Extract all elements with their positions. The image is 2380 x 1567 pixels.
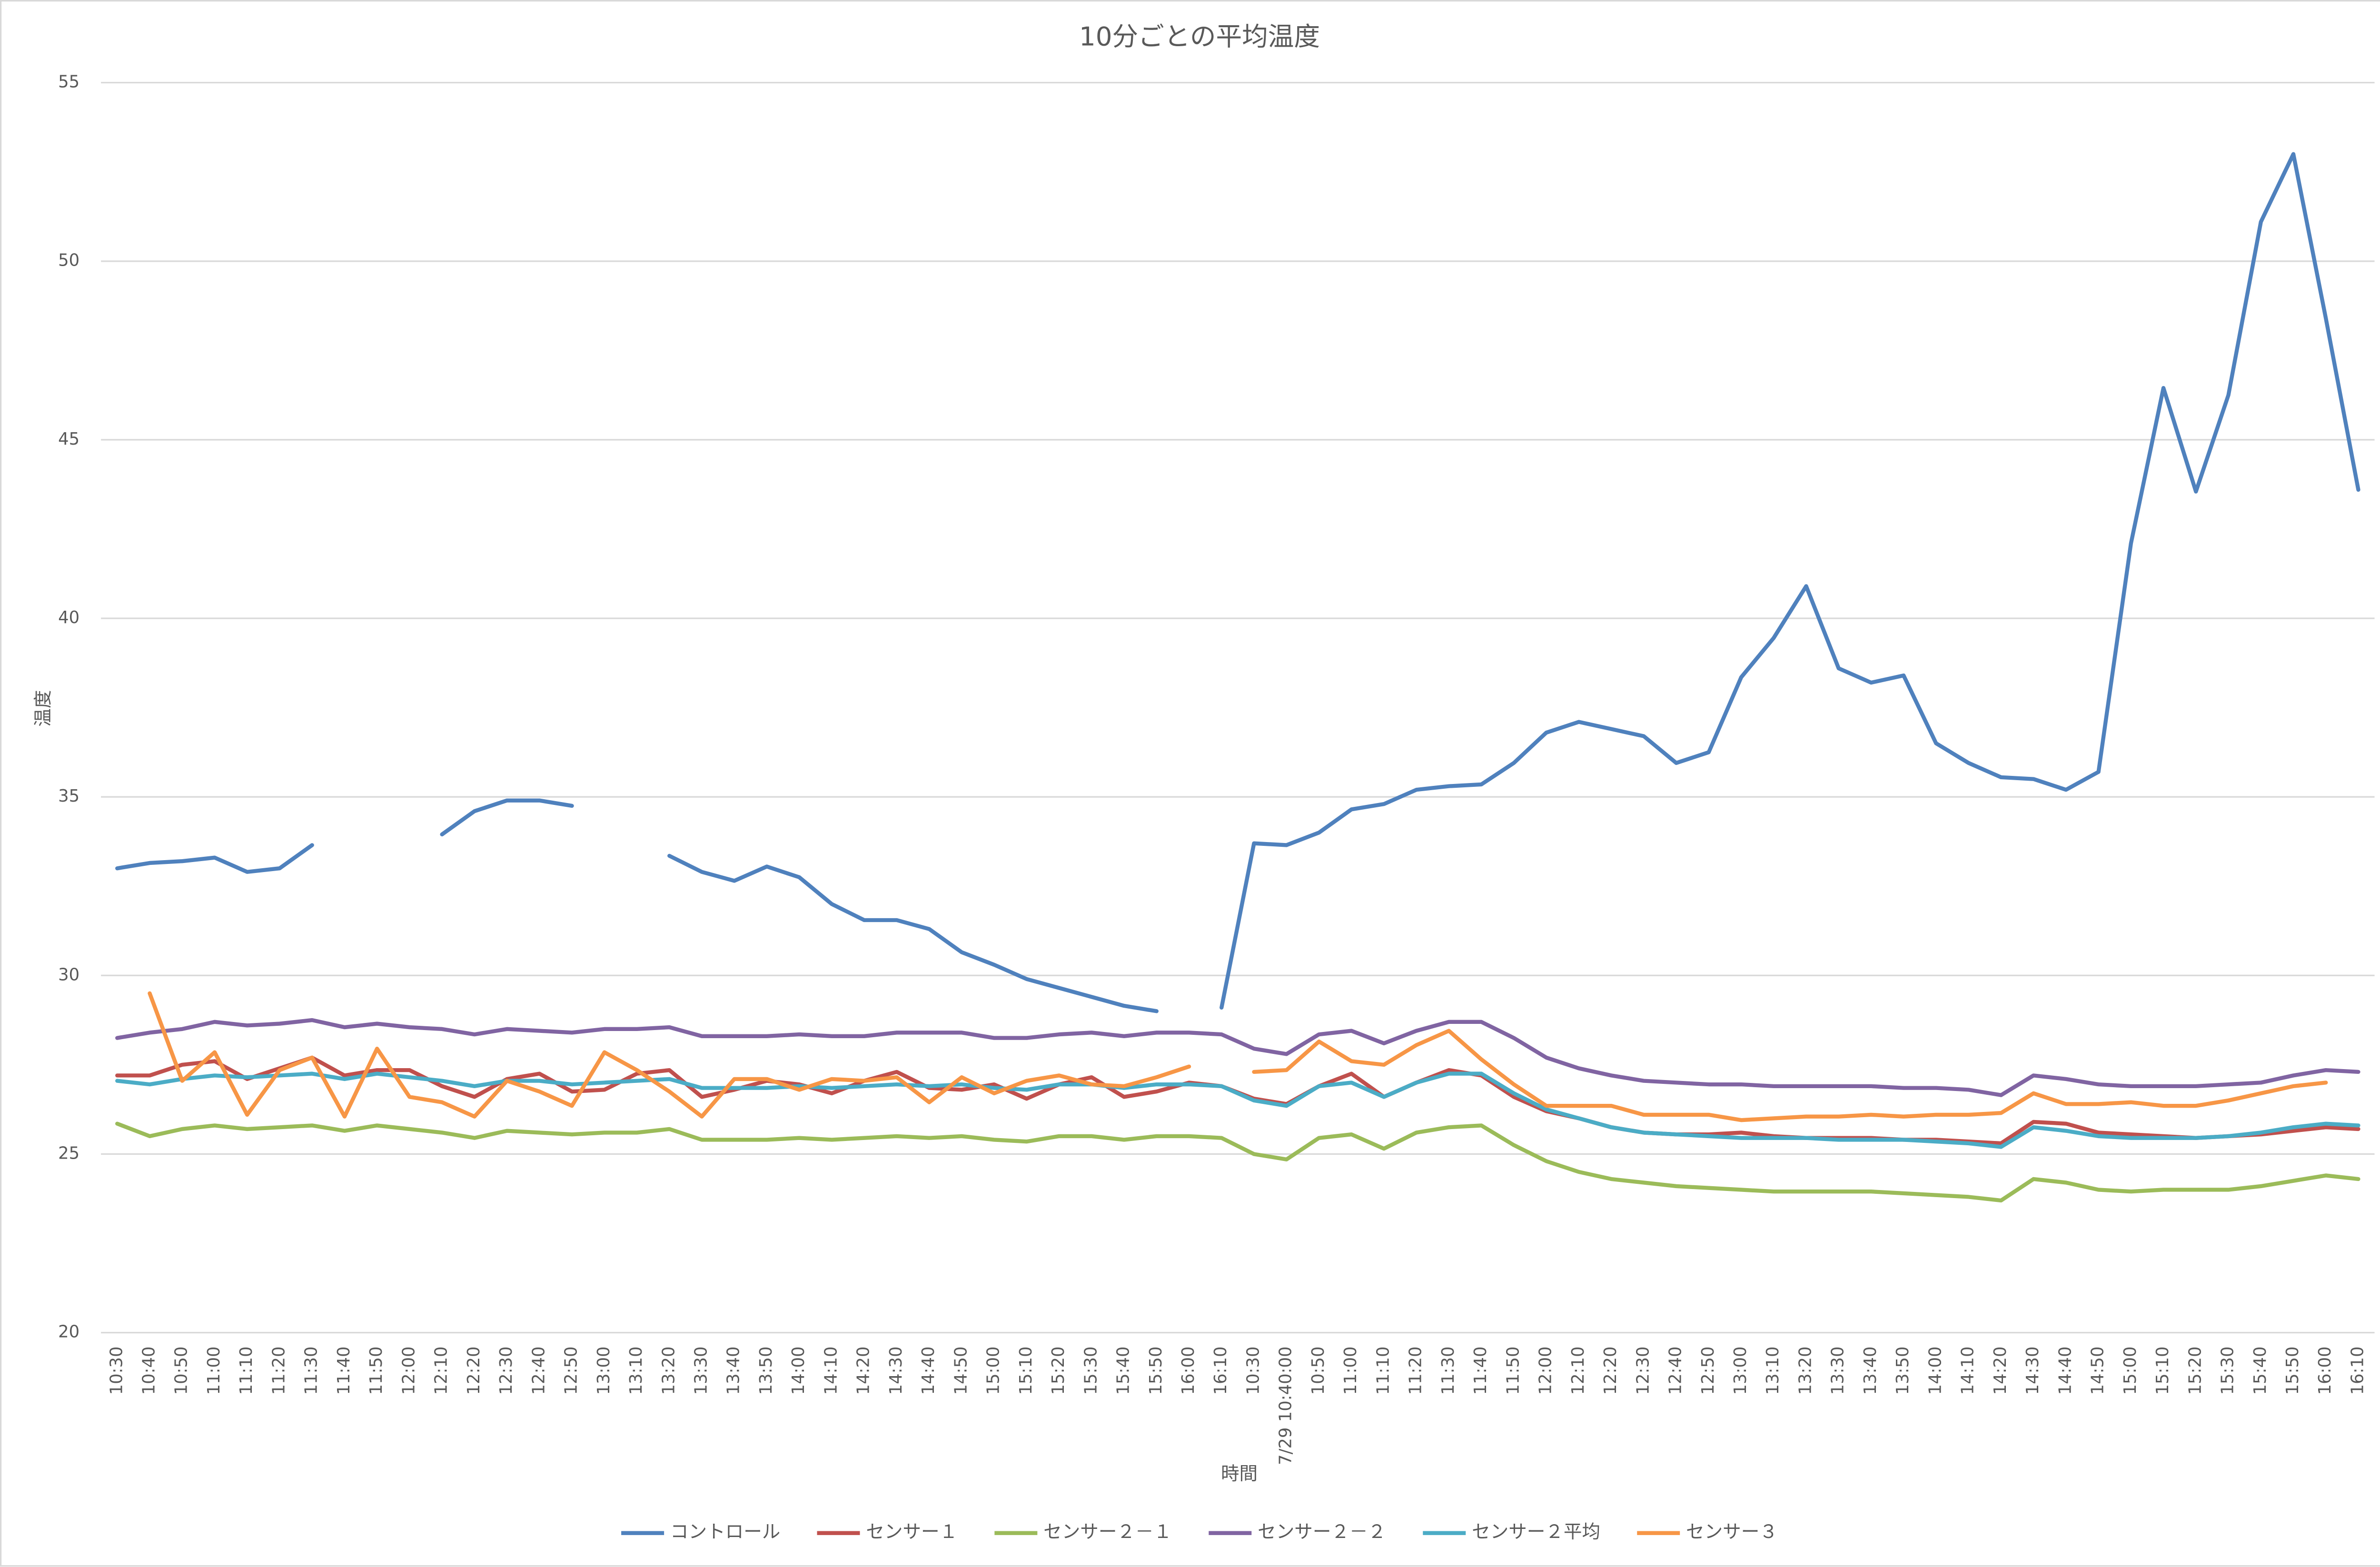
x-tick-label: 14:20 bbox=[854, 1347, 873, 1395]
x-tick-label: 7/29 10:40:00 bbox=[1276, 1347, 1296, 1465]
x-tick-label: 12:20 bbox=[464, 1347, 484, 1395]
series-line bbox=[115, 1121, 2360, 1203]
x-tick-label: 14:00 bbox=[789, 1347, 808, 1395]
x-tick-label: 10:30 bbox=[1243, 1347, 1263, 1395]
x-tick-label: 15:30 bbox=[2218, 1347, 2238, 1395]
legend: コントロール センサー１ センサー２－１ センサー２－２ センサー２平均 センサー３ bbox=[621, 1521, 1778, 1543]
x-tick-label: 15:10 bbox=[2153, 1347, 2172, 1395]
x-tick-label: 12:40 bbox=[1666, 1347, 1686, 1395]
x-tick-label: 15:20 bbox=[2185, 1347, 2205, 1395]
x-tick-label: 12:30 bbox=[496, 1347, 516, 1395]
y-tick-label: 45 bbox=[58, 429, 79, 449]
x-tick-label: 10:30 bbox=[107, 1347, 126, 1395]
x-tick-label: 11:50 bbox=[1503, 1347, 1523, 1395]
x-tick-label: 10:50 bbox=[1309, 1347, 1328, 1395]
legend-label: センサー２平均 bbox=[1472, 1521, 1600, 1543]
x-tick-label: 14:20 bbox=[1991, 1347, 2010, 1395]
x-tick-label: 13:30 bbox=[691, 1347, 711, 1395]
legend-label: センサー１ bbox=[866, 1521, 958, 1543]
legend-label: コントロール bbox=[670, 1521, 780, 1543]
y-tick-label: 20 bbox=[58, 1322, 79, 1342]
x-tick-label: 11:30 bbox=[1438, 1347, 1458, 1395]
x-tick-label: 12:00 bbox=[1536, 1347, 1556, 1395]
x-tick-label: 12:00 bbox=[399, 1347, 418, 1395]
x-tick-label: 12:20 bbox=[1601, 1347, 1620, 1395]
x-tick-label: 12:10 bbox=[432, 1347, 451, 1395]
x-tick-label: 14:50 bbox=[951, 1347, 971, 1395]
x-tick-label: 11:00 bbox=[204, 1347, 224, 1395]
x-tick-label: 14:50 bbox=[2088, 1347, 2108, 1395]
y-tick-label: 50 bbox=[58, 251, 79, 270]
x-tick-label: 14:40 bbox=[2055, 1347, 2075, 1395]
x-tick-label: 11:20 bbox=[1406, 1347, 1426, 1395]
x-tick-label: 11:00 bbox=[1341, 1347, 1360, 1395]
x-tick-label: 15:20 bbox=[1049, 1347, 1068, 1395]
x-tick-label: 16:10 bbox=[2348, 1347, 2367, 1395]
x-tick-label: 15:50 bbox=[2283, 1347, 2302, 1395]
x-tick-label: 13:20 bbox=[1795, 1347, 1815, 1395]
x-tick-label: 15:40 bbox=[2251, 1347, 2270, 1395]
x-tick-label: 10:40 bbox=[139, 1347, 159, 1395]
x-tick-label: 11:10 bbox=[237, 1347, 256, 1395]
x-tick-label: 13:30 bbox=[1828, 1347, 1848, 1395]
legend-label: センサー２－１ bbox=[1043, 1521, 1172, 1543]
x-tick-label: 13:10 bbox=[1763, 1347, 1783, 1395]
x-tick-label: 13:00 bbox=[1731, 1347, 1750, 1395]
x-tick-label: 14:10 bbox=[821, 1347, 841, 1395]
x-tick-label: 10:50 bbox=[172, 1347, 191, 1395]
x-tick-label: 15:50 bbox=[1146, 1347, 1166, 1395]
x-tick-label: 11:20 bbox=[269, 1347, 288, 1395]
series-line bbox=[115, 152, 2360, 1013]
x-tick-label: 12:50 bbox=[562, 1347, 581, 1395]
x-tick-label: 16:00 bbox=[2315, 1347, 2335, 1395]
x-tick-label: 13:50 bbox=[756, 1347, 776, 1395]
x-tick-label: 14:30 bbox=[886, 1347, 906, 1395]
x-axis-title: 時間 bbox=[1221, 1463, 1258, 1485]
x-tick-label: 13:20 bbox=[659, 1347, 678, 1395]
legend-label: センサー２－２ bbox=[1258, 1521, 1386, 1543]
x-tick-label: 12:50 bbox=[1698, 1347, 1718, 1395]
x-tick-label: 15:00 bbox=[2121, 1347, 2140, 1395]
series-line bbox=[115, 1018, 2360, 1097]
x-tick-label: 11:40 bbox=[1471, 1347, 1490, 1395]
x-tick-label: 14:00 bbox=[1925, 1347, 1945, 1395]
y-tick-label: 40 bbox=[58, 608, 79, 627]
x-tick-label: 13:40 bbox=[1861, 1347, 1880, 1395]
y-tick-label: 30 bbox=[58, 965, 79, 984]
x-tick-label: 12:30 bbox=[1633, 1347, 1653, 1395]
x-tick-label: 16:00 bbox=[1179, 1347, 1198, 1395]
series-line bbox=[148, 991, 2328, 1122]
x-tick-label: 14:10 bbox=[1958, 1347, 1978, 1395]
x-tick-label: 15:10 bbox=[1016, 1347, 1036, 1395]
x-tick-label: 15:40 bbox=[1114, 1347, 1133, 1395]
x-tick-label: 15:00 bbox=[984, 1347, 1003, 1395]
x-tick-label: 13:40 bbox=[724, 1347, 744, 1395]
x-tick-label: 15:30 bbox=[1081, 1347, 1101, 1395]
x-tick-label: 13:50 bbox=[1893, 1347, 1913, 1395]
chart-title: 10分ごとの平均温度 bbox=[1079, 21, 1320, 51]
x-tick-label: 12:10 bbox=[1568, 1347, 1588, 1395]
x-tick-label: 11:30 bbox=[302, 1347, 321, 1395]
series-line bbox=[115, 1071, 2360, 1149]
y-tick-label: 55 bbox=[58, 72, 79, 92]
y-tick-label: 25 bbox=[58, 1143, 79, 1163]
legend-label: センサー３ bbox=[1686, 1521, 1778, 1543]
y-axis-title: 温度 bbox=[33, 690, 54, 727]
x-tick-label: 13:00 bbox=[594, 1347, 614, 1395]
x-tick-label: 14:40 bbox=[919, 1347, 938, 1395]
x-tick-label: 16:10 bbox=[1211, 1347, 1230, 1395]
x-tick-label: 12:40 bbox=[529, 1347, 548, 1395]
x-tick-label: 11:10 bbox=[1373, 1347, 1393, 1395]
x-tick-label: 13:10 bbox=[626, 1347, 646, 1395]
x-tick-label: 14:30 bbox=[2023, 1347, 2043, 1395]
x-tick-label: 11:50 bbox=[367, 1347, 386, 1395]
y-tick-label: 35 bbox=[58, 786, 79, 806]
x-tick-label: 11:40 bbox=[334, 1347, 354, 1395]
